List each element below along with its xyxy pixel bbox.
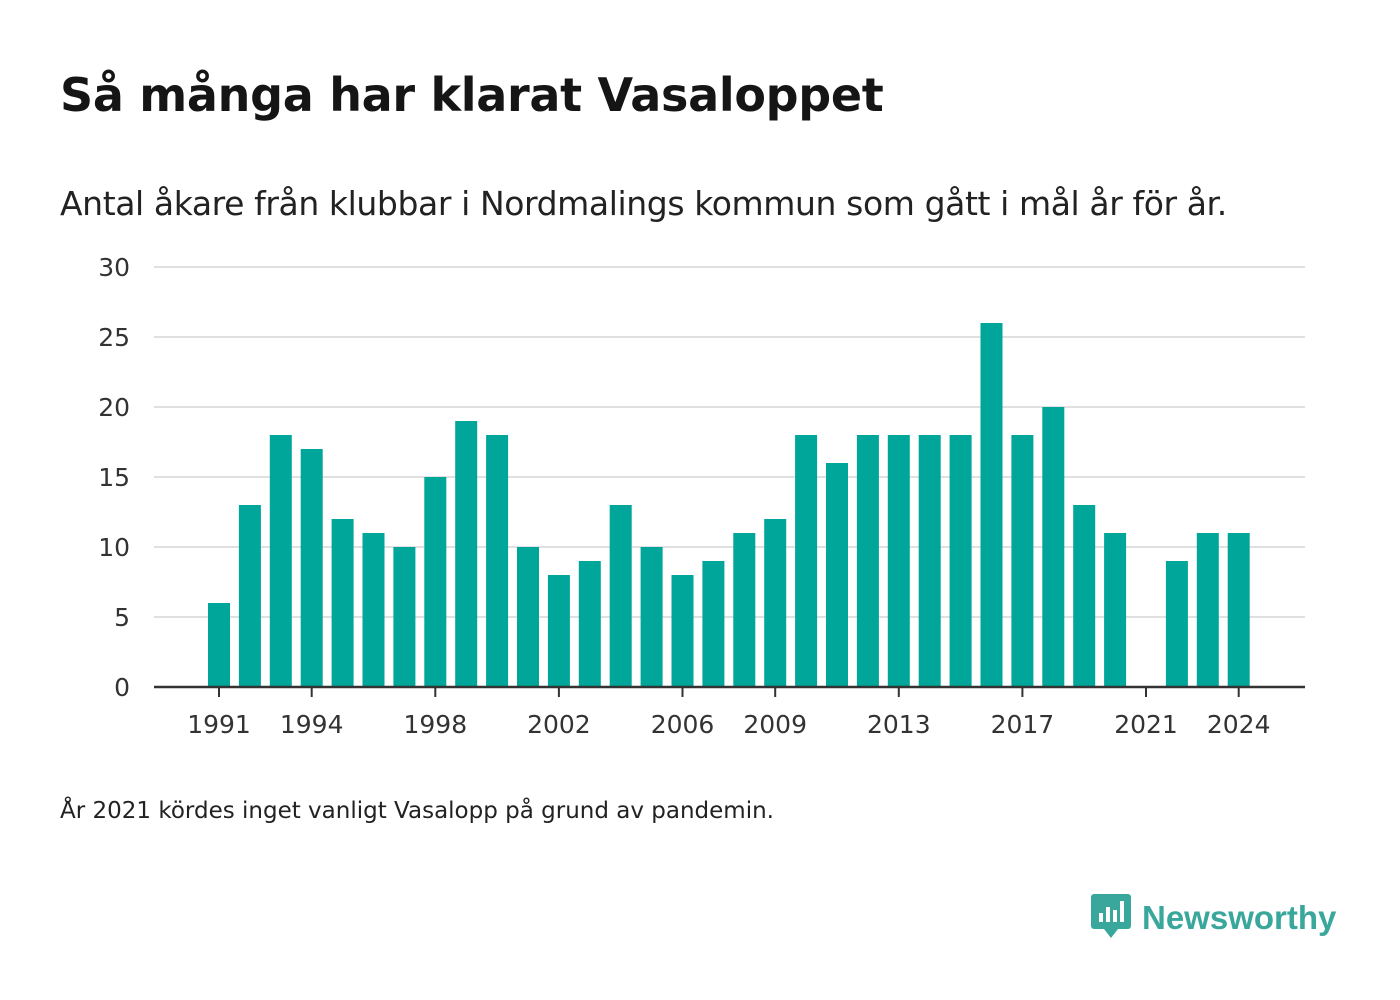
bar-2022 — [1165, 561, 1188, 687]
bar-2002 — [547, 575, 570, 687]
bar-1996 — [362, 533, 385, 687]
x-tick-label: 2024 — [1207, 710, 1271, 739]
bar-2019 — [1073, 505, 1096, 687]
x-tick-label: 1998 — [403, 710, 467, 739]
x-tick-label: 2013 — [867, 710, 931, 739]
bar-2001 — [517, 547, 539, 687]
bar-2020 — [1104, 533, 1127, 687]
bar-1994 — [300, 449, 323, 687]
bar-2004 — [609, 505, 632, 687]
x-tick-label: 2009 — [743, 710, 807, 739]
bar-1992 — [238, 505, 261, 687]
newsworthy-logo-icon — [1090, 892, 1132, 944]
bar-1993 — [269, 435, 292, 687]
bar-2009 — [764, 519, 787, 687]
bar-chart: 0 5 10 15 20 25 30 1991 1994 1998 2002 2006 2009 201… — [98, 253, 1305, 739]
y-axis-labels: 0 5 10 15 20 25 30 — [98, 253, 130, 702]
grid-lines — [154, 266, 1305, 618]
x-tick-label: 2017 — [991, 710, 1055, 739]
bar-2013 — [887, 435, 910, 687]
bar-2016 — [980, 323, 1003, 687]
bars — [208, 323, 1250, 687]
y-tick-label: 20 — [98, 393, 130, 422]
bar-2006 — [671, 575, 694, 687]
bar-2005 — [640, 547, 663, 687]
bar-2008 — [733, 533, 756, 687]
bar-2000 — [486, 435, 509, 687]
bar-1997 — [393, 547, 416, 687]
bar-1991 — [208, 603, 230, 687]
bar-2010 — [795, 435, 818, 687]
x-tick-label: 1991 — [187, 710, 251, 739]
x-tick-label: 2021 — [1114, 710, 1178, 739]
chart-title: Så många har klarat Vasaloppet — [60, 68, 884, 122]
chart-subtitle: Antal åkare från klubbar i Nordmalings k… — [60, 184, 1227, 223]
bar-2014 — [918, 435, 941, 687]
bar-1999 — [455, 421, 478, 687]
bar-2003 — [578, 561, 601, 687]
bar-2024 — [1227, 533, 1250, 687]
x-tick-label: 1994 — [280, 710, 344, 739]
bar-2023 — [1196, 533, 1219, 687]
bar-2015 — [949, 435, 972, 687]
footnote: År 2021 kördes inget vanligt Vasalopp på… — [60, 798, 774, 824]
y-tick-label: 25 — [98, 323, 130, 352]
y-tick-label: 10 — [98, 533, 130, 562]
bar-2012 — [856, 435, 879, 687]
y-tick-label: 5 — [114, 603, 130, 632]
x-tick-label: 2002 — [527, 710, 591, 739]
bar-2007 — [702, 561, 725, 687]
bar-1998 — [424, 477, 447, 687]
y-tick-label: 30 — [98, 253, 130, 282]
bar-1995 — [331, 519, 354, 687]
bar-2011 — [826, 463, 848, 687]
y-tick-label: 15 — [98, 463, 130, 492]
bar-2018 — [1042, 407, 1065, 687]
x-tick-label: 2006 — [651, 710, 715, 739]
bar-2017 — [1011, 435, 1034, 687]
brand-name: Newsworthy — [1142, 899, 1337, 936]
y-tick-label: 0 — [114, 673, 130, 702]
x-axis: 1991 1994 1998 2002 2006 2009 2013 2017 2021 2024 — [154, 685, 1305, 739]
brand-logo[interactable]: Newsworthy — [1090, 892, 1336, 944]
